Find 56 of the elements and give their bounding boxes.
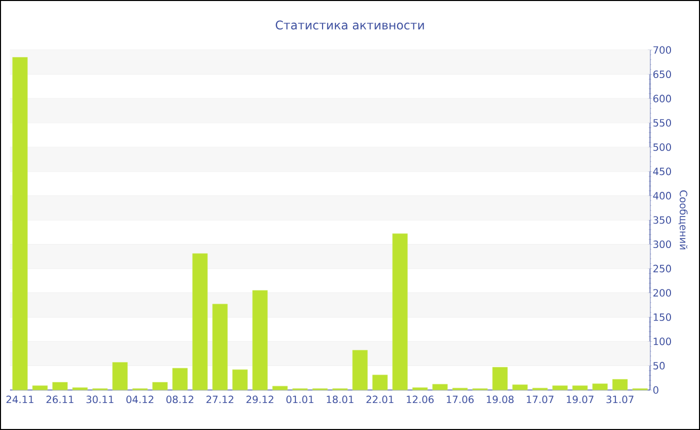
y-tick-label: 700	[653, 46, 672, 54]
y-tick-label: 0	[653, 386, 658, 394]
bar	[212, 304, 228, 390]
bar	[32, 385, 48, 390]
y-tick-label: 600	[653, 94, 672, 102]
bar	[272, 386, 288, 390]
x-tick-label: 19.07	[566, 396, 594, 404]
y-tick-label: 150	[654, 313, 672, 321]
x-tick-label: 31.07	[606, 396, 634, 404]
bar	[512, 384, 528, 390]
bar	[492, 366, 508, 390]
x-tick-label: 22.01	[366, 396, 394, 404]
bar	[192, 253, 208, 390]
bar	[432, 384, 448, 390]
x-tick-label: 24.11	[6, 396, 34, 404]
bar	[172, 368, 188, 390]
bar	[252, 290, 268, 390]
x-tick-label: 08.12	[166, 396, 194, 404]
y-tick-label: 400	[653, 192, 672, 200]
bar	[612, 379, 628, 390]
chart-title: Статистика активности	[276, 20, 424, 30]
x-tick-label: 30.11	[86, 396, 114, 404]
bar	[352, 350, 368, 390]
bar	[232, 369, 248, 390]
x-tick-label: 12.06	[406, 396, 434, 404]
y-axis-title: Сообщений	[678, 190, 688, 250]
y-tick-label: 650	[653, 70, 672, 78]
x-tick-label: 26.11	[46, 396, 74, 404]
bar	[12, 57, 28, 390]
bar	[412, 387, 428, 390]
y-tick-label: 250	[653, 264, 672, 272]
bar	[572, 385, 588, 390]
bar	[372, 374, 388, 390]
bar	[52, 382, 68, 390]
y-tick-label: 300	[653, 240, 672, 248]
x-tick-label: 19.08	[486, 396, 514, 404]
y-tick-label: 50	[653, 362, 665, 370]
x-tick-label: 29.12	[246, 396, 274, 404]
y-tick-label: 450	[653, 168, 672, 176]
y-tick-label: 200	[653, 289, 672, 297]
x-tick-label: 18.01	[326, 396, 354, 404]
y-tick-label: 500	[653, 143, 672, 151]
y-tick-label: 100	[654, 338, 672, 346]
x-tick-label: 04.12	[126, 396, 154, 404]
bar	[112, 362, 128, 390]
y-tick-label: 550	[653, 119, 672, 127]
bar	[72, 387, 88, 390]
bar	[552, 385, 568, 390]
x-tick-label: 27.12	[206, 396, 234, 404]
bar	[152, 382, 168, 390]
x-tick-label: 17.06	[446, 396, 474, 404]
y-tick-label: 350	[653, 216, 672, 224]
x-tick-label: 01.01	[286, 396, 314, 404]
bar	[592, 383, 608, 390]
x-tick-label: 17.07	[526, 396, 554, 404]
bar	[392, 233, 408, 390]
